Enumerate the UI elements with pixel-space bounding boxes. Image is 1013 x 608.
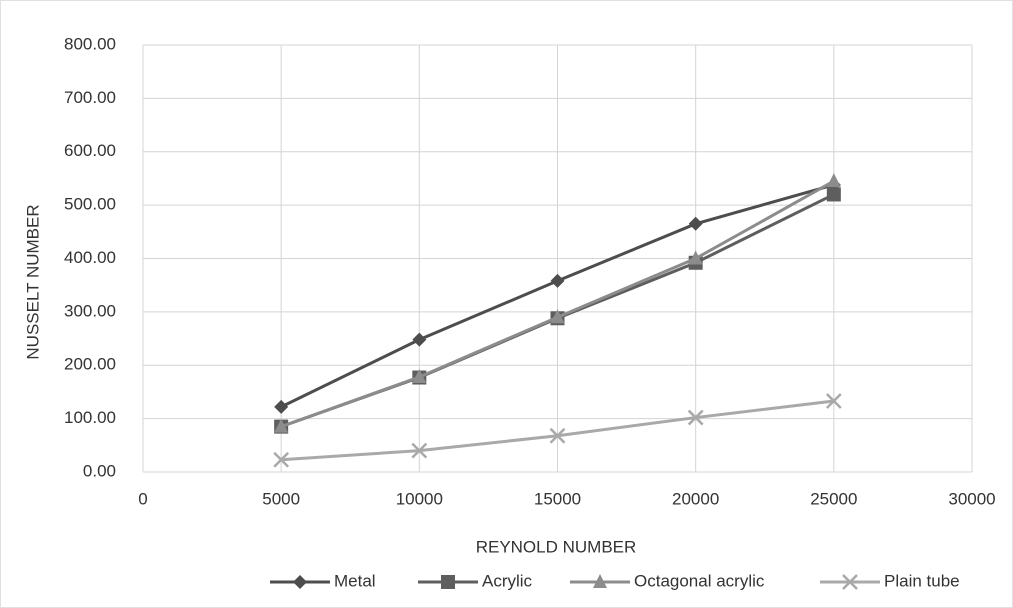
legend-label: Plain tube (884, 571, 960, 590)
legend-label: Octagonal acrylic (634, 571, 765, 590)
y-tick-label: 400.00 (64, 248, 116, 267)
marker (826, 187, 841, 202)
marker (293, 575, 307, 589)
y-tick-label: 800.00 (64, 34, 116, 53)
x-tick-label: 25000 (810, 489, 857, 508)
marker (842, 574, 858, 590)
marker (550, 309, 565, 324)
marker (688, 250, 703, 265)
y-tick-label: 700.00 (64, 88, 116, 107)
marker (549, 427, 566, 444)
marker (412, 332, 427, 347)
marker (411, 442, 428, 459)
marker (687, 409, 704, 426)
marker (412, 368, 427, 383)
x-tick-label: 5000 (262, 489, 300, 508)
y-tick-label: 300.00 (64, 301, 116, 320)
x-axis-title: REYNOLD NUMBER (476, 537, 637, 556)
y-tick-label: 200.00 (64, 355, 116, 374)
marker (274, 399, 289, 414)
marker (826, 173, 841, 188)
x-tick-label: 15000 (534, 489, 581, 508)
y-tick-label: 100.00 (64, 408, 116, 427)
x-tick-label: 20000 (672, 489, 719, 508)
marker (274, 418, 289, 433)
marker (688, 216, 703, 231)
y-axis-title: NUSSELT NUMBER (23, 204, 42, 359)
legend-label: Metal (334, 571, 376, 590)
marker (593, 574, 607, 588)
marker (550, 273, 565, 288)
marker (273, 451, 290, 468)
x-tick-label: 0 (138, 489, 147, 508)
y-tick-label: 500.00 (64, 195, 116, 214)
y-tick-label: 600.00 (64, 141, 116, 160)
y-tick-label: 0.00 (83, 461, 116, 480)
x-tick-label: 10000 (396, 489, 443, 508)
marker (441, 575, 455, 589)
marker (825, 393, 842, 409)
legend-label: Acrylic (482, 571, 533, 590)
x-tick-label: 30000 (948, 489, 995, 508)
